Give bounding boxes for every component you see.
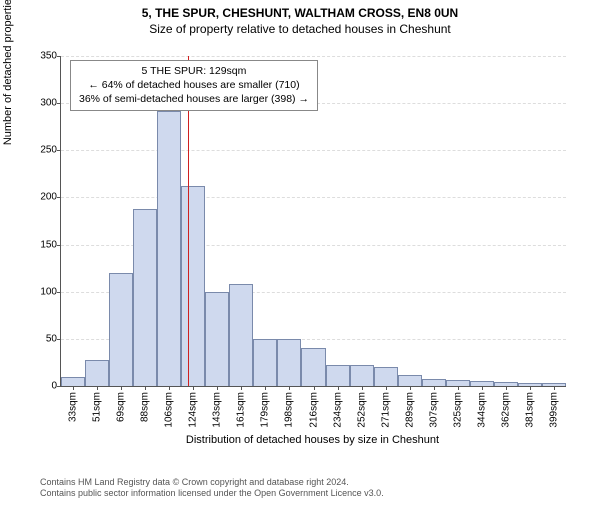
histogram-bar [253, 339, 277, 386]
chart-container: 5, THE SPUR, CHESHUNT, WALTHAM CROSS, EN… [0, 6, 600, 506]
footer: Contains HM Land Registry data © Crown c… [40, 477, 384, 500]
y-tick-label: 100 [40, 286, 61, 297]
x-tick-mark [458, 386, 459, 390]
y-tick-label: 350 [40, 51, 61, 62]
histogram-bar [85, 360, 109, 386]
x-tick-mark [169, 386, 170, 390]
y-tick-label: 200 [40, 192, 61, 203]
x-tick-mark [410, 386, 411, 390]
x-tick-label: 307sqm [428, 392, 439, 428]
histogram-bar [398, 375, 422, 386]
x-tick-mark [73, 386, 74, 390]
y-tick-label: 300 [40, 98, 61, 109]
info-line-3: 36% of semi-detached houses are larger (… [79, 92, 309, 106]
x-tick-label: 234sqm [332, 392, 343, 428]
x-tick-label: 88sqm [140, 392, 151, 422]
x-tick-mark [482, 386, 483, 390]
x-tick-label: 399sqm [548, 392, 559, 428]
x-tick-label: 381sqm [524, 392, 535, 428]
x-tick-mark [265, 386, 266, 390]
x-tick-mark [97, 386, 98, 390]
x-tick-label: 179sqm [260, 392, 271, 428]
histogram-bar [61, 377, 85, 386]
x-tick-label: 289sqm [404, 392, 415, 428]
x-tick-label: 33sqm [68, 392, 79, 422]
histogram-bar [181, 186, 205, 386]
x-tick-mark [241, 386, 242, 390]
y-tick-label: 150 [40, 239, 61, 250]
x-tick-label: 51sqm [92, 392, 103, 422]
page-subtitle: Size of property relative to detached ho… [0, 22, 600, 36]
info-box: 5 THE SPUR: 129sqm← 64% of detached hous… [70, 60, 318, 111]
x-tick-label: 325sqm [452, 392, 463, 428]
x-tick-mark [362, 386, 363, 390]
x-tick-label: 216sqm [308, 392, 319, 428]
histogram-bar [229, 284, 253, 386]
footer-line-1: Contains HM Land Registry data © Crown c… [40, 477, 384, 489]
x-tick-mark [193, 386, 194, 390]
x-tick-mark [338, 386, 339, 390]
x-tick-label: 198sqm [284, 392, 295, 428]
x-tick-mark [121, 386, 122, 390]
histogram-bar [277, 339, 301, 386]
x-tick-mark [289, 386, 290, 390]
x-tick-label: 124sqm [188, 392, 199, 428]
histogram-bar [157, 111, 181, 386]
x-tick-mark [530, 386, 531, 390]
info-line-2: ← 64% of detached houses are smaller (71… [79, 78, 309, 92]
x-tick-label: 362sqm [500, 392, 511, 428]
histogram-bar [422, 379, 446, 386]
footer-line-2: Contains public sector information licen… [40, 488, 384, 500]
x-tick-label: 271sqm [380, 392, 391, 428]
x-axis-label: Distribution of detached houses by size … [60, 434, 565, 446]
x-tick-label: 143sqm [212, 392, 223, 428]
x-tick-mark [145, 386, 146, 390]
histogram-bar [205, 292, 229, 386]
y-tick-label: 0 [51, 381, 61, 392]
x-tick-mark [434, 386, 435, 390]
page-title: 5, THE SPUR, CHESHUNT, WALTHAM CROSS, EN… [0, 6, 600, 20]
histogram-bar [374, 367, 398, 386]
histogram-bar [109, 273, 133, 386]
x-tick-mark [506, 386, 507, 390]
y-tick-label: 50 [46, 333, 61, 344]
histogram-bar [350, 365, 374, 386]
y-tick-label: 250 [40, 145, 61, 156]
x-tick-label: 161sqm [236, 392, 247, 428]
y-axis-label: Number of detached properties [2, 0, 14, 145]
x-tick-label: 106sqm [164, 392, 175, 428]
histogram-bar [133, 209, 157, 386]
x-tick-label: 69sqm [116, 392, 127, 422]
x-tick-label: 252sqm [356, 392, 367, 428]
info-line-1: 5 THE SPUR: 129sqm [79, 64, 309, 78]
x-tick-mark [386, 386, 387, 390]
grid-line [61, 150, 566, 151]
x-tick-mark [217, 386, 218, 390]
grid-line [61, 56, 566, 57]
histogram-bar [301, 348, 325, 386]
grid-line [61, 197, 566, 198]
x-tick-mark [314, 386, 315, 390]
histogram-bar [326, 365, 350, 386]
x-tick-label: 344sqm [476, 392, 487, 428]
x-tick-mark [554, 386, 555, 390]
